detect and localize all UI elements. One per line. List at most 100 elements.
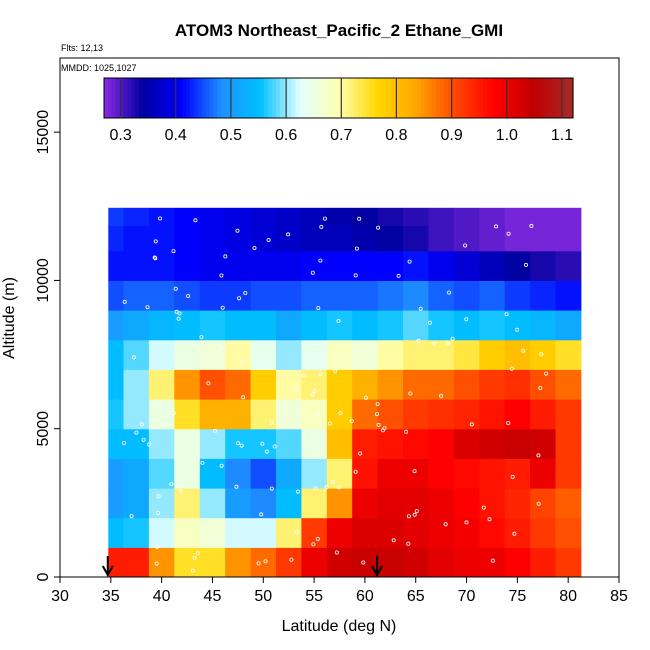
colorbar-segment <box>408 78 414 118</box>
heatmap-cell <box>555 280 582 311</box>
track-point <box>358 451 363 456</box>
track-point <box>154 561 159 566</box>
track-point <box>512 531 517 536</box>
heatmap-cell <box>479 428 506 459</box>
track-point <box>412 512 417 517</box>
heatmap-cell <box>377 250 404 281</box>
colorbar-segment <box>342 78 347 118</box>
heatmap-cell <box>276 225 302 252</box>
track-point <box>212 428 217 433</box>
heatmap-cell <box>428 399 455 430</box>
colorbar-segment <box>381 78 386 118</box>
colorbar-segment <box>107 78 113 118</box>
heatmap-cell <box>530 369 556 400</box>
track-point <box>155 544 160 549</box>
heatmap-cell <box>225 339 252 370</box>
track-point <box>374 412 379 417</box>
heatmap-cell <box>276 339 302 370</box>
colorbar-segment <box>428 78 433 118</box>
colorbar-segment <box>189 78 195 118</box>
colorbar-segment <box>193 78 199 118</box>
colorbar-segment <box>135 78 140 118</box>
heatmap-cell <box>108 310 124 341</box>
heatmap-cell <box>199 280 226 311</box>
heatmap-cell <box>530 207 556 227</box>
track-point <box>319 224 324 229</box>
y-tick-label: 10000 <box>35 258 52 303</box>
track-point <box>375 402 380 407</box>
heatmap-cell <box>377 225 404 252</box>
heatmap-cell <box>250 458 277 489</box>
heatmap-cell <box>453 428 480 459</box>
colorbar-segment <box>201 78 207 118</box>
colorbar-segment <box>533 78 539 118</box>
heatmap-cell <box>148 488 175 519</box>
track-point <box>200 460 205 465</box>
heatmap-cell <box>504 428 531 459</box>
heatmap-cell <box>479 517 506 548</box>
heatmap-cell <box>301 207 328 227</box>
colorbar-segment <box>522 78 527 118</box>
heatmap-cell <box>174 428 201 459</box>
heatmap-cell <box>403 280 429 311</box>
heatmap-cell <box>199 399 226 430</box>
heatmap-cell <box>479 488 506 519</box>
colorbar-segment <box>545 78 551 118</box>
heatmap-cell <box>301 488 328 519</box>
heatmap-cell <box>504 488 531 519</box>
heatmap-cell <box>199 428 226 459</box>
heatmap-cell <box>123 207 150 227</box>
heatmap-cell <box>174 399 201 430</box>
track-point <box>333 369 338 374</box>
heatmap-cell <box>403 369 429 400</box>
colorbar-segment <box>260 78 265 118</box>
colorbar-segment <box>139 78 144 118</box>
colorbar-segment <box>119 78 125 118</box>
heatmap-cell <box>174 207 201 227</box>
track-point <box>174 309 179 314</box>
track-point <box>380 428 385 433</box>
track-point <box>408 391 413 396</box>
heatmap-cell <box>479 339 506 370</box>
heatmap-cell <box>403 547 429 578</box>
colorbar-segment <box>264 78 269 118</box>
track-point <box>353 469 358 474</box>
heatmap-cell <box>377 547 404 578</box>
heatmap-cell <box>555 250 582 281</box>
track-point <box>446 290 451 295</box>
track-point <box>177 311 182 316</box>
heatmap-cell <box>148 207 175 227</box>
track-point <box>195 551 200 556</box>
track-point <box>219 463 224 468</box>
heatmap-cell <box>108 488 124 519</box>
colorbar-segment <box>514 78 519 118</box>
track-point <box>481 505 486 510</box>
colorbar-segment <box>131 78 136 118</box>
track-point <box>330 479 335 484</box>
track-point <box>536 501 541 506</box>
heatmap-cell <box>428 280 455 311</box>
heatmap-cell <box>108 225 124 252</box>
colorbar-tick-label: 0.5 <box>220 127 242 144</box>
heatmap-cell <box>174 339 201 370</box>
colorbar-segment <box>252 78 258 118</box>
x-tick-label: 80 <box>559 588 577 605</box>
colorbar-segment <box>506 78 512 118</box>
heatmap-cell <box>276 369 302 400</box>
colorbar-segment <box>350 78 355 118</box>
heatmap-cell <box>428 207 455 227</box>
track-point <box>190 568 195 573</box>
colorbar-segment <box>463 78 469 118</box>
colorbar-segment <box>221 78 226 118</box>
colorbar-segment <box>225 78 230 118</box>
track-point <box>445 341 450 346</box>
heatmap-cell <box>276 458 302 489</box>
heatmap-cell <box>250 310 277 341</box>
heatmap-cell <box>301 280 328 311</box>
x-tick-label: 50 <box>254 588 272 605</box>
x-tick-label: 85 <box>610 588 628 605</box>
heatmap-cell <box>403 339 429 370</box>
heatmap-cell <box>276 399 302 430</box>
heatmap-cell <box>276 488 302 519</box>
colorbar-segment <box>518 78 523 118</box>
